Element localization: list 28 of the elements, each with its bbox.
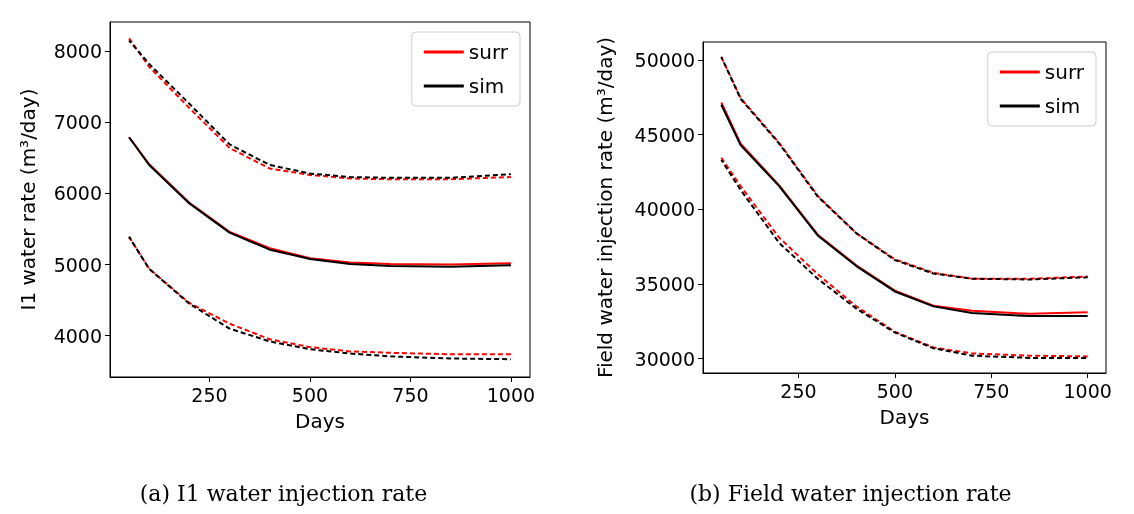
x-tick-label: 1000 xyxy=(1063,379,1112,402)
x-axis-title: Days xyxy=(879,405,930,429)
y-tick-label: 40000 xyxy=(634,198,695,221)
y-tick-label: 35000 xyxy=(634,272,695,295)
x-tick-label: 500 xyxy=(291,383,329,406)
text: (a) I1 water injection rate xyxy=(139,480,428,506)
legend-label: surr xyxy=(1044,60,1085,84)
x-tick-label: 250 xyxy=(780,379,817,402)
y-tick-label: 45000 xyxy=(634,123,695,146)
x-tick-label: 750 xyxy=(973,379,1010,402)
legend-label: sim xyxy=(1044,94,1081,118)
legend-label: surr xyxy=(468,40,509,64)
y-tick-label: 30000 xyxy=(634,347,695,370)
y-tick-label: 4000 xyxy=(53,324,102,347)
x-tick-label: 250 xyxy=(191,383,228,406)
text: (b) Field water injection rate xyxy=(689,480,1012,506)
y-axis-title: I1 water rate (m³/day) xyxy=(16,88,40,311)
x-axis-title: Days xyxy=(295,409,345,433)
x-tick-label: 500 xyxy=(876,379,913,402)
y-tick-label: 5000 xyxy=(53,253,102,276)
legend-label: sim xyxy=(468,74,505,98)
x-tick-label: 750 xyxy=(392,383,429,406)
y-tick-label: 8000 xyxy=(53,40,102,63)
y-tick-label: 7000 xyxy=(53,111,102,134)
x-tick-label: 1000 xyxy=(486,383,536,406)
y-axis-title: Field water injection rate (m³/day) xyxy=(593,36,617,379)
y-tick-label: 50000 xyxy=(634,48,695,71)
y-tick-label: 6000 xyxy=(53,182,102,205)
